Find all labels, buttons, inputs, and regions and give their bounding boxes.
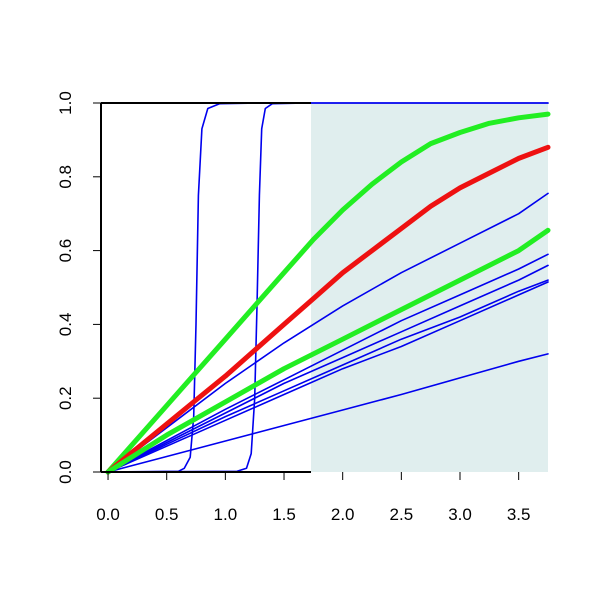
series-line-5 (107, 253, 549, 473)
series-line-2 (105, 144, 551, 475)
y-tick-label: 0.8 (56, 165, 75, 189)
x-tick-label: 2.0 (331, 505, 355, 524)
series-line-6 (107, 264, 549, 473)
series-line-1 (105, 111, 551, 475)
x-tick-label: 3.5 (507, 505, 531, 524)
x-tick-label: 0.5 (155, 505, 179, 524)
y-tick-label: 0.6 (56, 239, 75, 263)
series-line-9 (107, 353, 549, 473)
series-line-7 (107, 279, 549, 473)
x-tick-label: 0.0 (96, 505, 120, 524)
x-tick-label: 1.5 (272, 505, 296, 524)
series-line-4 (107, 192, 549, 473)
y-tick-label: 0.4 (56, 313, 75, 337)
x-tick-label: 1.0 (214, 505, 238, 524)
x-tick-label: 2.5 (390, 505, 414, 524)
y-tick-label: 0.0 (56, 460, 75, 484)
series-line-8 (107, 281, 549, 473)
y-tick-label: 1.0 (56, 91, 75, 115)
x-tick-label: 3.0 (448, 505, 472, 524)
y-tick-label: 0.2 (56, 386, 75, 410)
series-line-3 (105, 227, 551, 475)
shaded-region (311, 103, 548, 472)
